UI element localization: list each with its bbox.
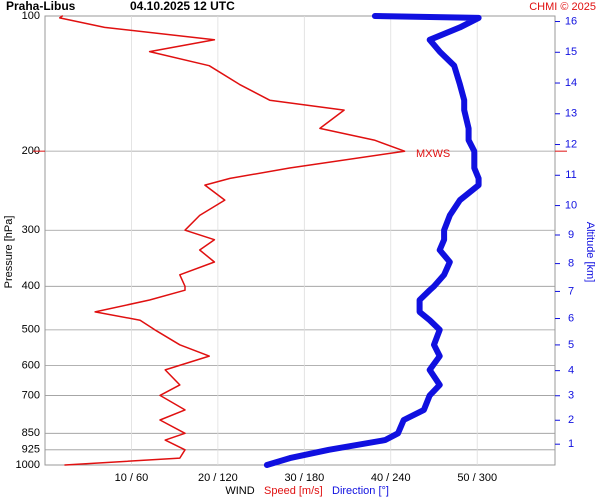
y2-tick-label: 3 [568, 390, 574, 402]
y2-axis-label: Altitude [km] [584, 222, 596, 283]
y-tick-label: 100 [22, 10, 40, 22]
y2-tick-label: 4 [568, 365, 574, 377]
credit: CHMI © 2025 [529, 1, 596, 13]
y-tick-label: 850 [22, 427, 40, 439]
y-tick-label: 1000 [16, 459, 40, 471]
y-tick-label: 500 [22, 324, 40, 336]
direction-line [263, 13, 482, 468]
x-tick-label: 20 / 120 [198, 472, 238, 484]
station: Praha-Libus [6, 0, 76, 13]
y2-tick-label: 14 [565, 77, 577, 89]
y2-tick-label: 16 [565, 15, 577, 27]
legend-entry: Speed [m/s] [264, 485, 323, 497]
y-axis-label: Pressure [hPa] [3, 216, 15, 289]
x-tick-label: 40 / 240 [371, 472, 411, 484]
y2-tick-label: 9 [568, 229, 574, 241]
y2-tick-label: 8 [568, 258, 574, 270]
y2-tick-label: 5 [568, 339, 574, 351]
x-tick-label: 30 / 180 [284, 472, 324, 484]
legend-entry: Direction [°] [332, 485, 389, 497]
x-tick-label: 50 / 300 [457, 472, 497, 484]
y-tick-label: 400 [22, 280, 40, 292]
y2-tick-label: 15 [565, 46, 577, 58]
y2-tick-label: 1 [568, 438, 574, 450]
y2-tick-label: 6 [568, 312, 574, 324]
y-tick-label: 700 [22, 389, 40, 401]
datetime: 04.10.2025 12 UTC [130, 0, 235, 13]
y2-tick-label: 10 [565, 199, 577, 211]
y-tick-label: 925 [22, 444, 40, 456]
y2-tick-label: 12 [565, 138, 577, 150]
y-tick-label: 200 [22, 145, 40, 157]
x-axis-label: WIND [225, 485, 254, 497]
annotation: MXWS [416, 148, 450, 160]
y2-tick-label: 2 [568, 414, 574, 426]
speed-line [58, 15, 406, 466]
y2-tick-label: 11 [565, 169, 576, 181]
y-tick-label: 600 [22, 359, 40, 371]
y2-tick-label: 7 [568, 285, 574, 297]
y2-tick-label: 13 [565, 108, 577, 120]
y-tick-label: 300 [22, 224, 40, 236]
plot-frame [44, 15, 556, 466]
x-tick-label: 10 / 60 [115, 472, 149, 484]
